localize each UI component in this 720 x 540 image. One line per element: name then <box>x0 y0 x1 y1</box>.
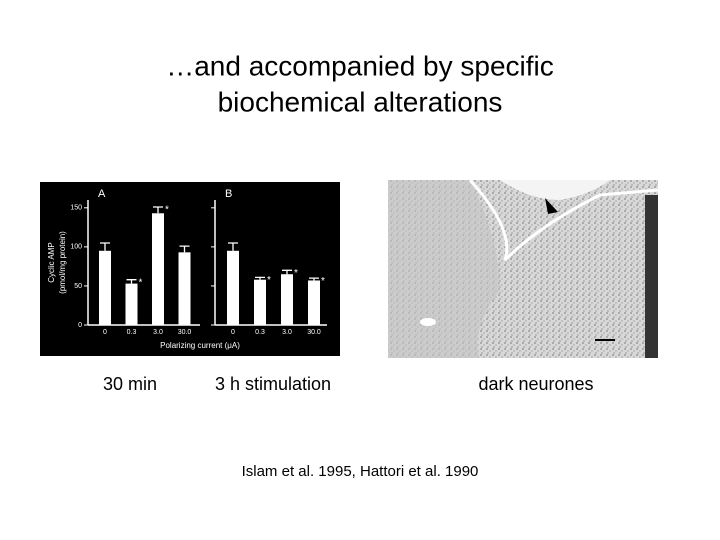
micrograph <box>388 178 659 358</box>
x-tick-label: 30.0 <box>178 329 192 336</box>
chart: A 0 50 100 150 0 0.3 * 3.0 * 30.0 Cyclic AMP (pmol/m… <box>47 188 327 350</box>
error-bar <box>228 242 238 251</box>
significance-star: * <box>294 268 298 279</box>
significance-star: * <box>165 205 169 216</box>
caption: 3 h stimulation <box>215 374 331 394</box>
error-bar <box>126 279 137 284</box>
bar <box>227 250 239 325</box>
x-tick-label: 0 <box>231 329 235 336</box>
bar <box>254 279 266 325</box>
error-bar <box>309 277 319 281</box>
error-bar <box>282 269 292 275</box>
y-axis-label: Cyclic AMP <box>47 242 56 282</box>
y-tick-label: 100 <box>70 244 82 251</box>
x-axis-label: Polarizing current (μA) <box>160 341 240 350</box>
slide-title: …and accompanied by specific <box>166 50 554 81</box>
x-tick-label: 3.0 <box>153 329 163 336</box>
error-bar <box>100 242 110 251</box>
significance-star: * <box>321 276 325 287</box>
bar <box>308 280 320 325</box>
caption: 30 min <box>103 374 157 394</box>
y-tick-label: 150 <box>70 205 82 212</box>
bar <box>178 252 191 325</box>
error-bar <box>153 206 163 214</box>
x-tick-label: 30.0 <box>307 329 321 336</box>
slide-title: biochemical alterations <box>218 86 503 117</box>
citation: Islam et al. 1995, Hattori et al. 1990 <box>242 463 479 480</box>
significance-star: * <box>267 275 271 286</box>
panel-title: B <box>225 188 232 200</box>
significance-star: * <box>139 277 143 288</box>
x-tick-label: 0 <box>103 329 107 336</box>
x-tick-label: 0.3 <box>255 329 265 336</box>
bar <box>281 274 293 325</box>
error-bar <box>179 245 190 253</box>
bar <box>99 250 111 325</box>
y-tick-label: 50 <box>74 283 82 290</box>
bar <box>152 213 164 325</box>
error-bar <box>255 276 265 280</box>
x-tick-label: 3.0 <box>282 329 292 336</box>
caption: dark neurones <box>478 374 593 394</box>
bar <box>125 283 138 325</box>
y-axis-label: (pmol/mg protein) <box>58 231 67 294</box>
x-tick-label: 0.3 <box>127 329 137 336</box>
panel-title: A <box>98 188 106 200</box>
y-tick-label: 0 <box>78 322 82 329</box>
